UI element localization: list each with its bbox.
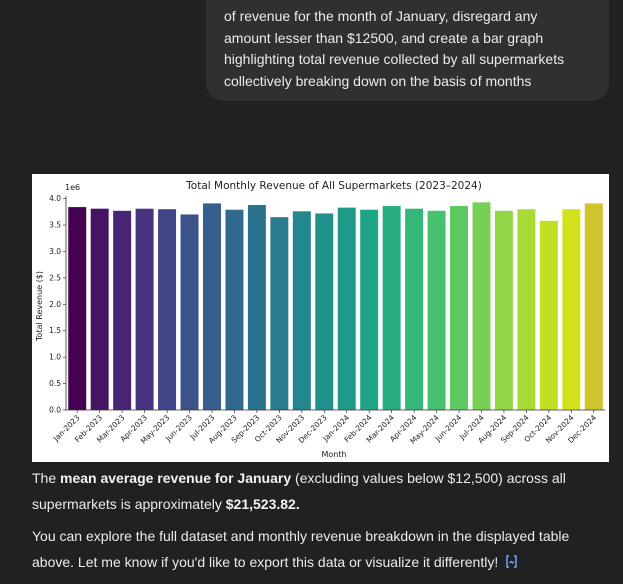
bar-oct-2023 <box>270 217 289 410</box>
x-axis-label: Month <box>321 450 346 459</box>
answer-bold-value: $21,523.82. <box>225 496 300 512</box>
bar-jan-2024 <box>337 207 356 410</box>
y-tick-label: 2.5 <box>49 273 61 282</box>
y-tick-label: 2.0 <box>49 300 61 309</box>
y-tick-label: 3.0 <box>49 247 61 256</box>
revenue-bar-chart[interactable]: Total Monthly Revenue of All Supermarket… <box>32 174 609 462</box>
y-tick-label: 4.0 <box>49 194 61 203</box>
bar-jun-2024 <box>450 206 469 410</box>
y-tick-label: 0.5 <box>49 379 61 388</box>
bar-feb-2024 <box>360 209 379 410</box>
bar-may-2023 <box>158 209 177 410</box>
user-message-line: amount lesser than $12500, and create a … <box>224 29 544 46</box>
bars-group <box>68 202 603 410</box>
user-message-line: collectively breaking down on the basis … <box>224 72 532 89</box>
y-tick-label: 3.5 <box>49 221 61 230</box>
answer-text: The <box>32 470 61 486</box>
y-tick-label: 1.5 <box>49 326 61 335</box>
bar-oct-2024 <box>539 220 558 410</box>
bar-jul-2024 <box>472 202 491 410</box>
bar-dec-2024 <box>584 203 603 410</box>
y-tick-label: 1.0 <box>49 353 61 362</box>
user-message-line: of revenue for the month of January, dis… <box>224 8 538 24</box>
bar-dec-2023 <box>315 213 334 410</box>
user-message-bubble: of revenue for the month of January, dis… <box>206 0 609 101</box>
y-tick-label: 0.0 <box>49 406 61 415</box>
user-message-line: highlighting total revenue collected by … <box>224 51 565 67</box>
answer-text: (excluding values below $12,500) across … <box>32 470 566 512</box>
y-axis-label: Total Revenue ($) <box>35 271 44 342</box>
bar-sep-2024 <box>517 209 536 410</box>
bar-mar-2023 <box>113 210 132 410</box>
answer-text: You can explore the full dataset and mon… <box>32 528 570 570</box>
bar-aug-2023 <box>225 209 244 410</box>
bar-jul-2023 <box>203 203 221 410</box>
bar-may-2024 <box>427 210 446 410</box>
bar-apr-2024 <box>405 208 424 410</box>
chart-svg: Total Monthly Revenue of All Supermarket… <box>35 180 605 459</box>
bar-nov-2023 <box>292 211 311 410</box>
bar-mar-2024 <box>382 206 401 410</box>
bar-apr-2023 <box>135 208 154 410</box>
bar-sep-2023 <box>247 204 266 410</box>
bar-feb-2023 <box>90 208 109 410</box>
assistant-answer: The mean average revenue for January (ex… <box>32 465 602 577</box>
bar-jun-2023 <box>180 214 199 410</box>
chart-title: Total Monthly Revenue of All Supermarket… <box>185 180 482 192</box>
bar-jan-2023 <box>68 207 87 410</box>
bar-nov-2024 <box>562 209 581 410</box>
bar-aug-2024 <box>494 210 513 410</box>
answer-paragraph-2: You can explore the full dataset and mon… <box>32 523 602 577</box>
code-bracket-icon[interactable] <box>504 551 519 577</box>
y-axis-multiplier: 1e6 <box>65 183 80 192</box>
answer-paragraph-1: The mean average revenue for January (ex… <box>32 465 602 517</box>
answer-bold-text: mean average revenue for January <box>60 470 292 486</box>
